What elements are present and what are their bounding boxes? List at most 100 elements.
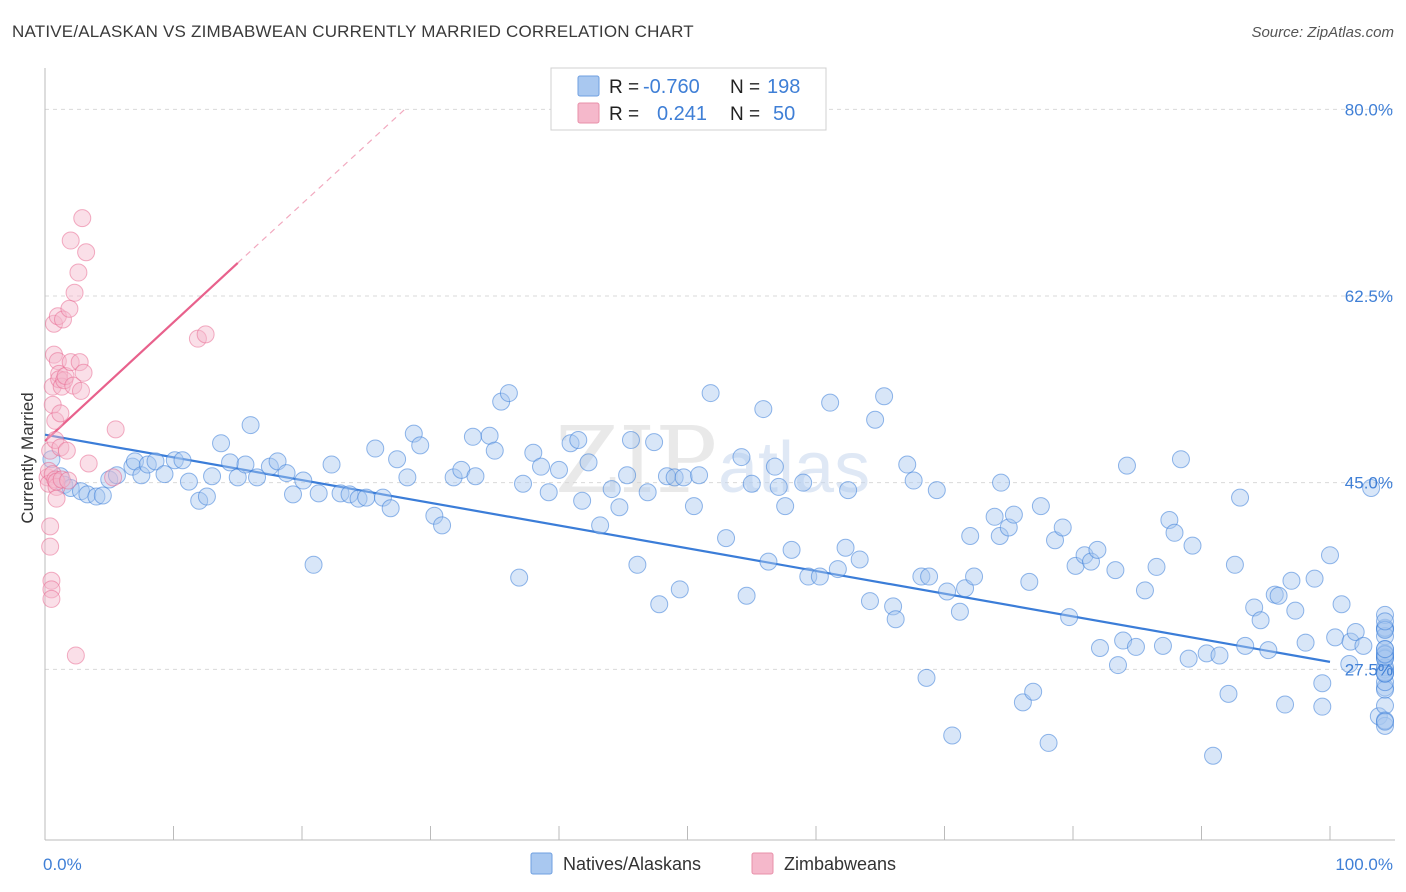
native-point-79 [674, 468, 693, 487]
native-point-139 [1117, 456, 1136, 475]
native-point-153 [1225, 555, 1244, 574]
native-point-44 [398, 468, 417, 487]
native-point-200 [1376, 612, 1394, 631]
zimbabwean-point-0 [38, 468, 57, 487]
zimbabwean-point-41 [71, 381, 90, 400]
native-point-136 [1106, 561, 1125, 580]
native-point-87 [754, 400, 773, 419]
native-point-130 [1060, 608, 1079, 627]
zimbabwean-point-27 [52, 470, 71, 489]
native-point-53 [480, 426, 499, 445]
native-point-32 [294, 471, 313, 490]
native-point-66 [579, 453, 598, 472]
native-point-103 [875, 387, 894, 406]
zimbabwean-point-45 [79, 454, 98, 473]
native-point-58 [514, 474, 533, 493]
native-point-23 [221, 453, 240, 472]
native-point-80 [684, 497, 703, 516]
zimbabwean-point-40 [70, 353, 89, 372]
native-point-155 [1236, 636, 1255, 655]
native-point-100 [850, 550, 869, 569]
native-point-95 [810, 567, 829, 586]
native-point-142 [1147, 557, 1166, 576]
native-point-151 [1210, 646, 1229, 665]
native-point-170 [1332, 595, 1351, 614]
native-point-97 [828, 560, 847, 579]
bottom-legend-swatch-natives [530, 852, 553, 875]
series-natives-points [42, 384, 1394, 765]
zimbabwean-point-33 [60, 299, 79, 318]
native-point-20 [197, 487, 216, 506]
native-point-7 [93, 486, 112, 505]
native-point-74 [645, 433, 664, 452]
native-point-27 [248, 468, 267, 487]
native-point-42 [381, 499, 400, 518]
native-point-15 [155, 465, 174, 484]
stats-legend: R = -0.760 N = 198 R = 0.241 N = 50 [550, 67, 827, 131]
native-point-49 [444, 468, 463, 487]
native-point-150 [1204, 746, 1223, 765]
source-label: Source: ZipAtlas.com [1251, 24, 1394, 41]
native-point-114 [950, 602, 969, 621]
native-point-158 [1259, 641, 1278, 660]
y-tick-label-1: 62.5% [1345, 287, 1393, 306]
legend-n-label-2: N = [730, 104, 760, 125]
zimbabwean-point-31 [57, 441, 76, 460]
zimbabwean-point-37 [65, 283, 84, 302]
native-point-18 [179, 472, 198, 491]
native-point-199 [1376, 640, 1394, 659]
native-point-83 [717, 529, 736, 548]
bottom-legend-zimbabweans: Zimbabweans [784, 854, 896, 874]
native-point-64 [569, 431, 588, 449]
native-point-167 [1313, 674, 1332, 693]
legend-swatch-pink [577, 102, 600, 124]
y-tick-label-3: 27.5% [1345, 660, 1393, 679]
native-point-124 [1020, 572, 1039, 591]
native-point-129 [1053, 518, 1072, 537]
native-point-168 [1321, 546, 1339, 565]
zimbabwean-point-47 [106, 420, 125, 439]
native-point-126 [1031, 497, 1050, 516]
native-point-48 [433, 516, 452, 535]
native-point-67 [591, 516, 610, 535]
x-tick-label-0: 0.0% [43, 855, 82, 874]
native-point-118 [985, 507, 1004, 526]
native-point-46 [411, 436, 430, 455]
native-point-85 [737, 586, 756, 605]
native-point-54 [485, 441, 504, 460]
native-point-6 [87, 487, 106, 506]
native-point-61 [539, 483, 558, 502]
native-point-89 [765, 457, 784, 476]
native-point-183 [1376, 716, 1394, 735]
native-point-81 [690, 466, 709, 485]
native-point-69 [610, 498, 629, 517]
native-point-25 [236, 455, 255, 474]
zimbabwean-point-5 [41, 537, 60, 556]
native-point-60 [532, 457, 551, 476]
native-point-40 [366, 439, 385, 458]
legend-r-value-2: 0.241 [657, 103, 707, 125]
native-point-47 [425, 506, 444, 525]
native-point-43 [388, 450, 407, 469]
y-tick-label-2: 45.0% [1345, 474, 1393, 493]
native-point-127 [1039, 733, 1058, 752]
zimbabwean-point-32 [59, 471, 78, 490]
native-point-34 [309, 484, 328, 503]
natives-trend-line [44, 433, 1331, 663]
native-point-17 [173, 451, 192, 470]
native-point-5 [78, 485, 97, 504]
zimbabwean-point-30 [56, 367, 75, 385]
native-point-105 [886, 610, 905, 629]
native-point-101 [860, 592, 879, 611]
native-point-122 [1004, 505, 1023, 524]
bottom-legend-natives: Natives/Alaskans [563, 854, 701, 874]
native-point-30 [277, 464, 296, 483]
zimbabwean-point-39 [69, 263, 88, 282]
native-point-36 [331, 484, 350, 503]
native-point-96 [821, 393, 840, 412]
zimbabwean-point-34 [61, 231, 80, 250]
native-point-98 [836, 538, 855, 557]
native-point-92 [782, 540, 801, 559]
native-point-82 [701, 384, 720, 403]
